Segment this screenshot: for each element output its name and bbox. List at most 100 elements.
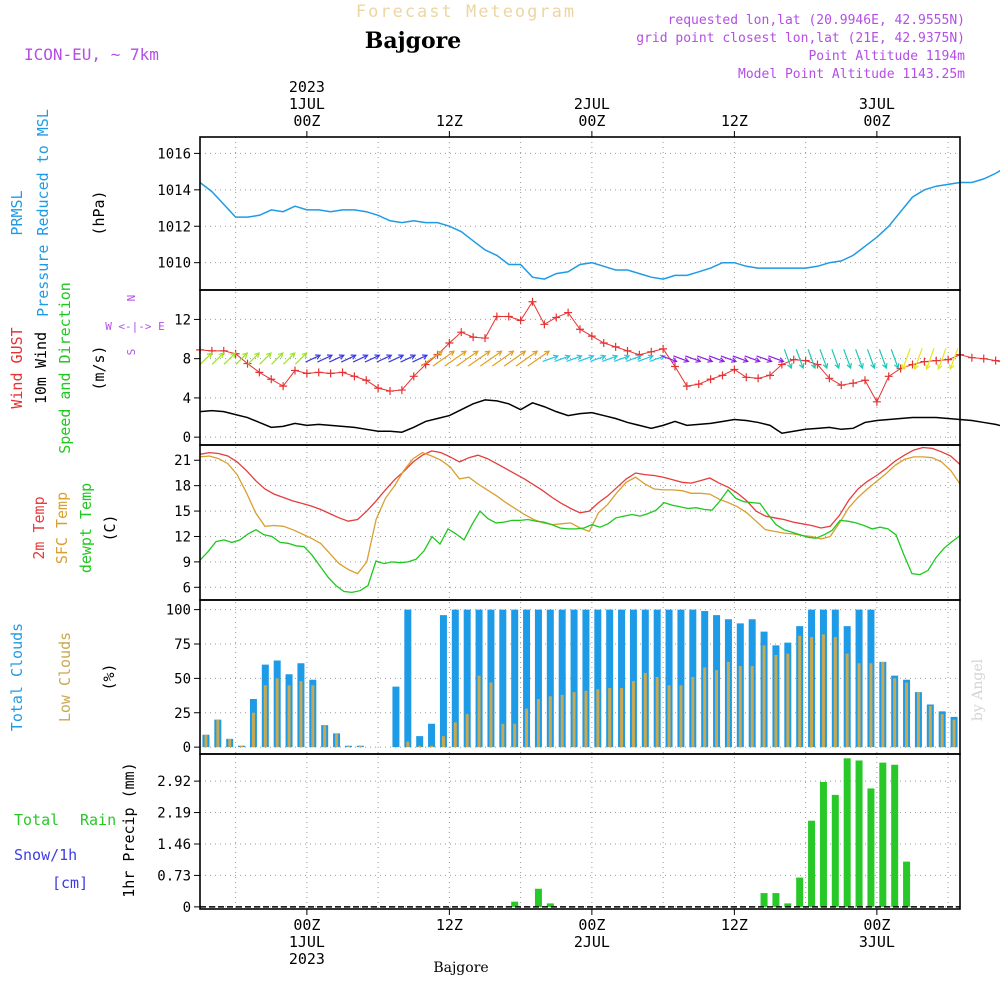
rain-label-total: Total (14, 811, 59, 829)
wind-arrow-shaft (479, 350, 502, 367)
wind-arrow-shaft (456, 350, 479, 367)
gust-point (314, 368, 323, 377)
gust-point (492, 312, 501, 321)
gust-point (386, 387, 394, 396)
low-cloud-label: Low Clouds (56, 632, 74, 722)
wind-direction-arrow (305, 354, 322, 363)
wind-arrow-shaft (420, 350, 443, 367)
wind-arrow-shaft (708, 355, 725, 362)
total-cloud-bar (416, 736, 424, 748)
y-tick-label: 1014 (157, 183, 191, 199)
low-cloud-bar (608, 688, 612, 748)
wind-arrow-shaft (282, 352, 296, 365)
wind-arrow-head (719, 357, 726, 363)
gust-point (397, 386, 406, 395)
wind-arrow-shaft (661, 355, 677, 362)
rain-bar (819, 781, 827, 907)
gust-point (504, 312, 513, 321)
low-cloud-bar (679, 685, 683, 748)
pressure-line (199, 169, 1000, 280)
low-cloud-bar (204, 734, 208, 748)
total-cloud-bar (451, 609, 459, 748)
y-tick-label: 1012 (157, 219, 191, 235)
wind-arrow-shaft (744, 355, 760, 362)
low-cloud-bar (228, 738, 232, 748)
wind-arrow-head (834, 363, 841, 370)
rain-bar (796, 877, 804, 907)
total-cloud-bar (523, 609, 531, 748)
temp-2m-line (199, 446, 961, 529)
rain-bar (879, 762, 887, 907)
wind-direction-arrow (282, 352, 296, 365)
low-cloud-bar (406, 741, 410, 748)
wind-arrow-head (754, 357, 761, 363)
wind-direction-arrow (420, 350, 444, 367)
gust-point (623, 346, 632, 355)
wind-direction-arrow (491, 350, 515, 367)
wind-arrow-head (937, 363, 943, 371)
wind-arrow-shaft (491, 350, 514, 367)
wind-direction-arrow (637, 354, 655, 362)
gust-point (944, 355, 953, 364)
low-cloud-bar (631, 681, 635, 748)
y-tick-label: 1010 (157, 256, 191, 272)
gust-point (789, 355, 798, 364)
wind-arrow-head (398, 354, 405, 360)
y-tick-label: 21 (174, 453, 191, 469)
pressure-label-short: PRMSL (8, 190, 26, 235)
wind-direction-label: Speed and Direction (56, 282, 74, 454)
total-cloud-bar (618, 609, 626, 748)
wind-arrow-head (810, 363, 817, 370)
y-tick-label: 12 (174, 312, 191, 328)
gust-point (730, 365, 739, 374)
time-label-bottom: 00Z (863, 916, 890, 934)
wind-arrow-shaft (649, 355, 665, 362)
wind-arrow-shaft (503, 350, 526, 367)
gust-point (457, 328, 466, 337)
wind-arrow-shaft (890, 349, 899, 369)
wind-direction-arrow (542, 354, 560, 362)
low-cloud-bar (798, 635, 802, 748)
wind-arrow-shaft (329, 354, 345, 363)
gust-point (362, 376, 371, 385)
low-cloud-bar (715, 670, 719, 748)
low-cloud-bar (916, 692, 920, 748)
temp-unit: (C) (101, 514, 119, 541)
y-tick-label: 12 (174, 529, 191, 545)
total-cloud-bar (629, 609, 637, 748)
wind-arrow-head (437, 350, 444, 356)
low-cloud-bar (323, 725, 327, 748)
gust-point (291, 366, 299, 375)
gust-point (801, 356, 810, 365)
wind-arrow-head (449, 350, 456, 356)
time-label-top: 2023 (289, 78, 325, 96)
wind-arrow-head (624, 354, 631, 361)
y-tick-label: 0.73 (157, 868, 191, 884)
y-tick-label: 1016 (157, 146, 191, 162)
gust-point (267, 375, 276, 384)
wind-arrow-shaft (432, 350, 455, 367)
gust-point (872, 397, 881, 406)
wind-direction-arrow (578, 354, 595, 362)
wind-arrow-shaft (364, 354, 380, 363)
wind-arrow-head (552, 354, 560, 361)
low-cloud-bar (513, 723, 517, 748)
wind-arrow-head (230, 352, 237, 358)
rain-bar (831, 794, 839, 907)
wind-direction-arrow (223, 352, 237, 365)
low-cloud-bar (726, 661, 730, 748)
wind-arrow-head (520, 350, 527, 356)
wind-direction-arrow (913, 348, 923, 371)
gust-point (540, 320, 549, 329)
grid-layer: 1010 1012 1014 1016 0 4 8 12 6 9 12 15 18 21 0 25 50 75 10… (157, 78, 960, 968)
wind-arrow-shaft (317, 354, 333, 363)
wind-arrow-shaft (613, 355, 630, 362)
wind-direction-arrow (720, 355, 738, 363)
wind-direction-arrow (235, 352, 249, 365)
wind-arrow-head (218, 352, 225, 358)
total-cloud-bar (511, 609, 519, 748)
low-cloud-bar (691, 677, 695, 748)
wind-direction-arrow (317, 354, 334, 363)
wind-direction-arrow (708, 355, 726, 363)
wind-arrow-shaft (855, 349, 864, 369)
